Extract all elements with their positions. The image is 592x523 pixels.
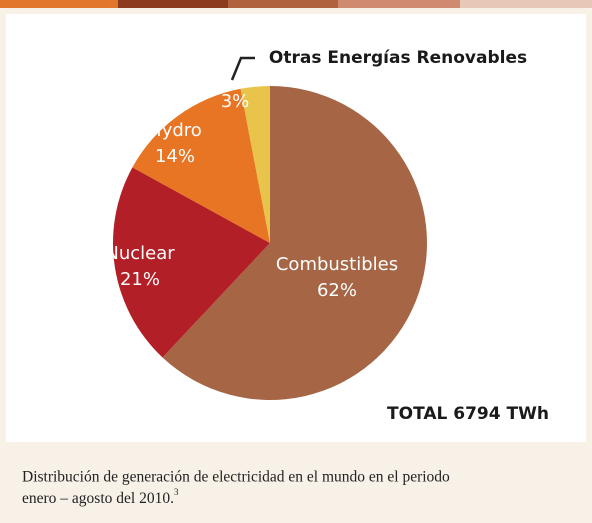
footnote-mark: 3 [174, 487, 179, 497]
pie: Combustibles 62% Nuclear 21% Hydro 14% Otras E… [105, 48, 527, 401]
top-stripe [460, 0, 592, 8]
slice-value-label: 3% [221, 91, 250, 112]
pie-slice [113, 167, 270, 358]
slice-name: Nuclear [105, 243, 175, 264]
slice-name: Combustibles [276, 254, 398, 275]
top-stripe [338, 0, 460, 8]
slice-value-label: 62% [317, 280, 357, 301]
caption: enero – agosto del 2010.3 [22, 487, 179, 507]
leader-line [230, 56, 255, 81]
top-stripe [0, 0, 118, 8]
top-stripe [228, 0, 338, 8]
total-annotation: TOTAL 6794 TWh [387, 404, 549, 424]
slice-value-label: 21% [120, 269, 160, 290]
caption: Distribución de generación de electricid… [22, 469, 450, 486]
pie-slice [162, 86, 427, 401]
slice-name: Hydro [148, 120, 202, 141]
pie-slice [132, 88, 270, 243]
caption-line: enero – agosto del 2010. [22, 490, 174, 507]
pie-slice [240, 86, 270, 243]
slice-name: Otras Energías Renovables [269, 48, 527, 68]
top-stripe [118, 0, 228, 8]
slice-value-label: 14% [155, 146, 195, 167]
